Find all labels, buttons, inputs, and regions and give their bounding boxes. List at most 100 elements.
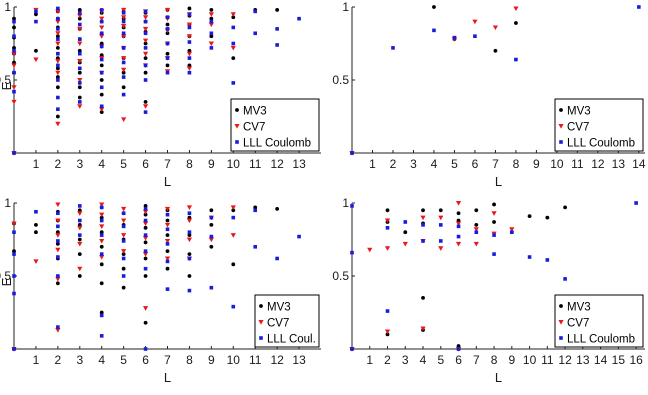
data-point: [121, 266, 126, 271]
data-point: [165, 259, 170, 264]
data-point: [143, 110, 148, 114]
legend-entry-label: LLL Coulomb: [567, 138, 635, 150]
data-point: [12, 49, 16, 53]
x-tick-label: 9: [533, 157, 540, 171]
data-point: [77, 95, 82, 100]
data-point: [456, 347, 461, 351]
data-point: [99, 252, 104, 256]
data-point: [12, 151, 16, 155]
data-point: [403, 230, 408, 235]
x-tick-label: 2: [384, 353, 391, 367]
data-point: [474, 230, 479, 234]
x-tick-label: 4: [420, 353, 427, 367]
data-point: [99, 25, 105, 31]
data-point: [121, 75, 126, 79]
data-point: [99, 255, 105, 260]
data-point: [99, 218, 104, 223]
data-point: [121, 224, 126, 229]
data-point: [56, 16, 60, 21]
legend-marker: [259, 336, 263, 340]
data-point: [99, 85, 104, 90]
x-tick-label: 13: [292, 157, 306, 171]
data-point: [12, 252, 16, 256]
series-2: [349, 201, 515, 352]
data-point: [209, 46, 214, 50]
data-point: [275, 43, 279, 47]
data-point: [121, 46, 126, 50]
data-point: [121, 70, 126, 75]
data-point: [77, 104, 83, 109]
legend-entry-label: LLL Coul.: [267, 334, 316, 346]
data-point: [143, 225, 148, 230]
data-point: [77, 266, 83, 272]
data-point: [455, 241, 462, 247]
legend: MV3 CV7 LLL Coulomb: [554, 294, 644, 348]
data-point: [253, 245, 258, 249]
x-tick-label: 8: [513, 157, 520, 171]
data-point: [34, 230, 38, 235]
data-point: [350, 204, 354, 208]
data-point: [275, 8, 280, 12]
data-point: [77, 211, 83, 216]
data-point: [385, 226, 390, 230]
data-point: [209, 215, 214, 220]
x-tick-label: 11: [249, 157, 262, 171]
data-point: [142, 26, 149, 32]
data-point: [99, 70, 104, 75]
data-point: [165, 22, 170, 27]
x-tick-label: 9: [208, 157, 215, 171]
data-point: [253, 205, 258, 210]
data-point: [121, 85, 126, 90]
data-point: [99, 8, 104, 12]
series-3: [12, 6, 301, 155]
x-tick-label: 7: [164, 353, 171, 367]
legend-entry-label: MV3: [567, 106, 591, 118]
data-point: [456, 234, 461, 239]
x-tick-label: 6: [142, 157, 149, 171]
data-point: [143, 274, 148, 278]
data-point: [186, 205, 193, 210]
data-point: [492, 233, 496, 237]
data-point: [34, 223, 38, 227]
data-point: [165, 63, 170, 68]
data-point: [509, 227, 515, 232]
x-tick-label: 1: [369, 157, 376, 171]
data-point: [34, 48, 38, 53]
data-point: [11, 63, 17, 68]
data-point: [121, 67, 127, 73]
data-point: [99, 16, 105, 22]
data-point: [34, 9, 38, 14]
data-point: [209, 285, 214, 290]
data-point: [563, 277, 567, 281]
data-point: [99, 230, 104, 235]
x-tick-label: 8: [186, 157, 193, 171]
data-point: [165, 51, 170, 56]
data-point: [142, 51, 149, 57]
data-point: [350, 250, 354, 255]
data-point: [143, 233, 148, 237]
x-axis-label: L: [495, 174, 502, 189]
data-point: [143, 31, 148, 36]
x-tick-label: 2: [390, 157, 397, 171]
legend-marker: [558, 320, 564, 325]
legend: MV3 CV7 LLL Coul.: [254, 294, 320, 348]
data-point: [143, 70, 148, 75]
series-3: [350, 5, 641, 155]
data-point: [187, 252, 192, 256]
data-point: [165, 227, 170, 232]
legend-entry-label: MV3: [243, 106, 267, 118]
y-tick-label: 1: [342, 196, 349, 210]
data-point: [634, 201, 638, 205]
x-tick-label: 2: [55, 353, 62, 367]
data-point: [164, 7, 171, 13]
data-point: [121, 56, 127, 61]
data-point: [231, 262, 236, 267]
data-point: [77, 26, 83, 32]
data-point: [209, 244, 214, 249]
data-point: [456, 211, 461, 216]
data-point: [231, 304, 236, 309]
data-point: [56, 37, 60, 41]
data-point: [186, 218, 193, 224]
